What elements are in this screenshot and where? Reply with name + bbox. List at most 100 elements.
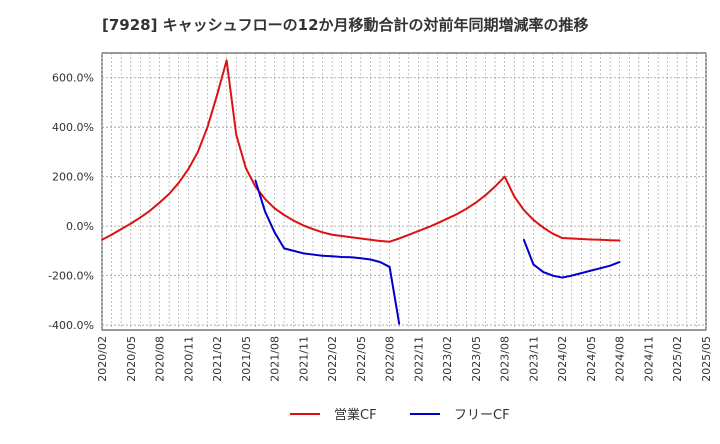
data-point — [542, 270, 544, 273]
x-tick-label: 2024/08 — [614, 336, 627, 382]
data-point — [551, 232, 554, 235]
data-point — [599, 267, 602, 270]
data-point — [561, 276, 564, 279]
data-point — [532, 263, 535, 266]
data-point — [398, 322, 401, 325]
chart-title: [7928] キャッシュフローの12か月移動合計の対前年同期増減率の推移 — [102, 16, 589, 34]
data-point — [522, 209, 525, 211]
x-tick-label: 2020/05 — [125, 336, 138, 382]
data-point — [455, 213, 458, 216]
data-point — [494, 185, 496, 188]
data-point — [417, 230, 420, 232]
data-point — [609, 239, 612, 242]
data-point — [436, 222, 439, 225]
x-tick-label: 2022/11 — [412, 336, 425, 382]
data-point — [177, 181, 180, 184]
data-point — [551, 274, 554, 277]
data-point — [590, 238, 592, 241]
data-point — [158, 201, 161, 204]
data-point — [618, 261, 621, 263]
series-line-1 — [254, 180, 401, 324]
data-point — [561, 237, 564, 239]
data-point — [542, 226, 544, 229]
data-point — [359, 237, 362, 240]
x-tick-label: 2021/11 — [297, 336, 310, 382]
x-tick-label: 2025/05 — [700, 336, 713, 382]
data-point — [292, 219, 295, 222]
data-point — [273, 231, 276, 234]
data-point — [398, 237, 401, 240]
data-point — [206, 126, 209, 129]
data-point — [427, 226, 429, 229]
data-point — [522, 238, 525, 241]
x-tick-label: 2022/05 — [355, 336, 368, 382]
data-point — [264, 198, 266, 200]
data-point — [350, 256, 353, 259]
x-tick-label: 2024/02 — [556, 336, 569, 382]
x-tick-label: 2021/02 — [211, 336, 224, 382]
data-point — [350, 236, 353, 239]
data-point — [225, 59, 228, 62]
data-point — [101, 238, 103, 241]
data-point — [273, 207, 276, 210]
data-point — [407, 233, 410, 236]
x-tick-label: 2020/11 — [182, 336, 195, 382]
data-point — [120, 228, 123, 230]
data-point — [216, 94, 218, 96]
data-point — [379, 240, 381, 242]
data-point — [254, 185, 257, 188]
data-point — [312, 228, 314, 230]
data-point — [446, 217, 449, 220]
data-point — [580, 238, 583, 240]
data-point — [283, 214, 286, 216]
data-point — [484, 194, 487, 197]
data-point — [340, 256, 343, 258]
data-point — [570, 274, 573, 277]
data-point — [292, 249, 295, 252]
data-point — [283, 247, 286, 250]
legend-label: 営業CF — [334, 407, 377, 423]
data-point — [369, 238, 372, 241]
data-point — [129, 222, 132, 225]
y-tick-label: 600.0% — [52, 72, 94, 85]
data-point — [321, 231, 324, 234]
data-point — [580, 272, 583, 275]
x-tick-label: 2023/05 — [470, 336, 483, 382]
data-point — [609, 264, 612, 267]
data-point — [599, 238, 602, 241]
data-point — [321, 254, 324, 257]
data-point — [312, 253, 314, 256]
y-tick-label: 400.0% — [52, 121, 94, 134]
x-tick-label: 2021/05 — [240, 336, 253, 382]
x-tick-label: 2025/02 — [671, 336, 684, 382]
x-tick-label: 2020/08 — [154, 336, 167, 382]
data-point — [388, 266, 391, 268]
data-point — [388, 240, 391, 243]
x-tick-label: 2024/11 — [642, 336, 655, 382]
data-point — [196, 151, 199, 153]
data-point — [369, 258, 372, 261]
data-point — [302, 252, 305, 255]
x-tick-label: 2023/11 — [527, 336, 540, 382]
plot-area — [101, 52, 707, 331]
data-point — [168, 193, 171, 195]
data-point — [475, 201, 477, 204]
data-point — [149, 209, 151, 212]
data-point — [235, 133, 238, 136]
x-tick-label: 2020/02 — [96, 336, 109, 382]
x-tick-label: 2022/08 — [384, 336, 397, 382]
x-tick-label: 2024/05 — [585, 336, 598, 382]
x-tick-label: 2021/08 — [269, 336, 282, 382]
data-point — [244, 167, 247, 169]
data-point — [139, 216, 142, 219]
data-point — [513, 195, 516, 198]
data-point — [618, 239, 621, 242]
data-point — [264, 210, 266, 213]
data-point — [187, 168, 190, 171]
data-point — [570, 237, 573, 240]
y-tick-label: 200.0% — [52, 171, 94, 184]
data-point — [503, 175, 506, 178]
data-point — [379, 261, 381, 263]
data-point — [590, 269, 592, 272]
